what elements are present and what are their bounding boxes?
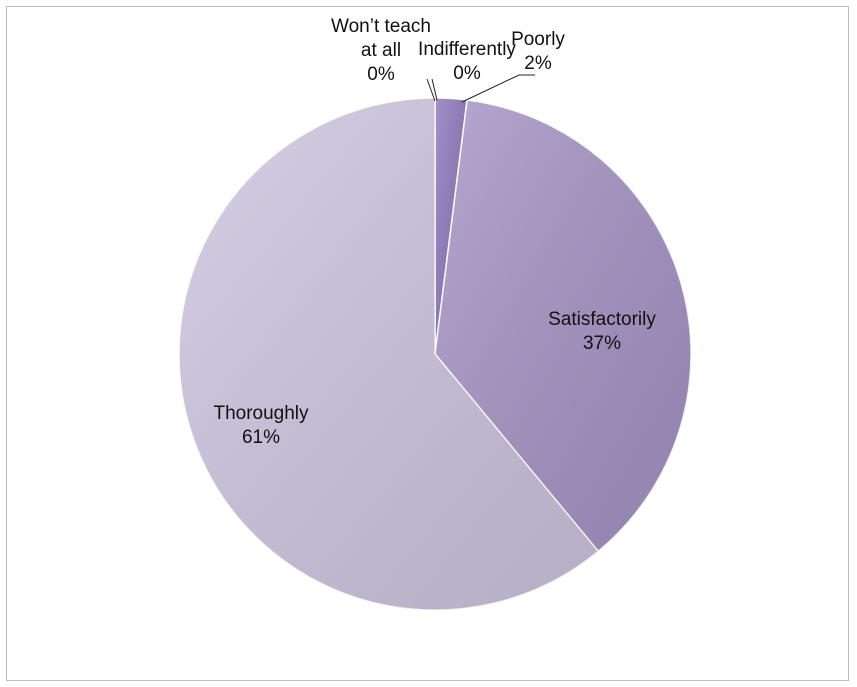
pie-slice-shade-thoroughly: [178, 98, 599, 610]
leader-line-won-t-teach-at-all: [426, 78, 436, 102]
leader-line-poorly: [461, 74, 535, 103]
pie-chart: Poorly 2% Satisfactorily 37% Thoroughly 61% Wo…: [178, 16, 692, 611]
data-label-thoroughly-name: Thoroughly: [213, 403, 309, 424]
data-label-poorly-name: Poorly: [511, 29, 565, 50]
data-label-won-t-teach-at-all-pct: 0%: [367, 64, 395, 85]
data-label-satisfactorily-name: Satisfactorily: [548, 309, 656, 330]
pie-slice-shade-satisfactorily: [435, 100, 692, 552]
data-label-poorly-pct: 2%: [524, 53, 552, 74]
data-label-indifferently-pct: 0%: [453, 63, 481, 84]
chart-frame: Poorly 2% Satisfactorily 37% Thoroughly 61% Wo…: [6, 6, 849, 681]
leader-line-indifferently: [431, 78, 438, 101]
data-label-thoroughly-pct: 61%: [242, 427, 280, 448]
data-label-indifferently-name: Indifferently: [418, 39, 516, 60]
data-label-won-t-teach-at-all-name: Won’t teach: [331, 16, 431, 37]
data-label-satisfactorily-pct: 37%: [583, 333, 621, 354]
data-label-won-t-teach-at-all-name: at all: [361, 40, 401, 61]
